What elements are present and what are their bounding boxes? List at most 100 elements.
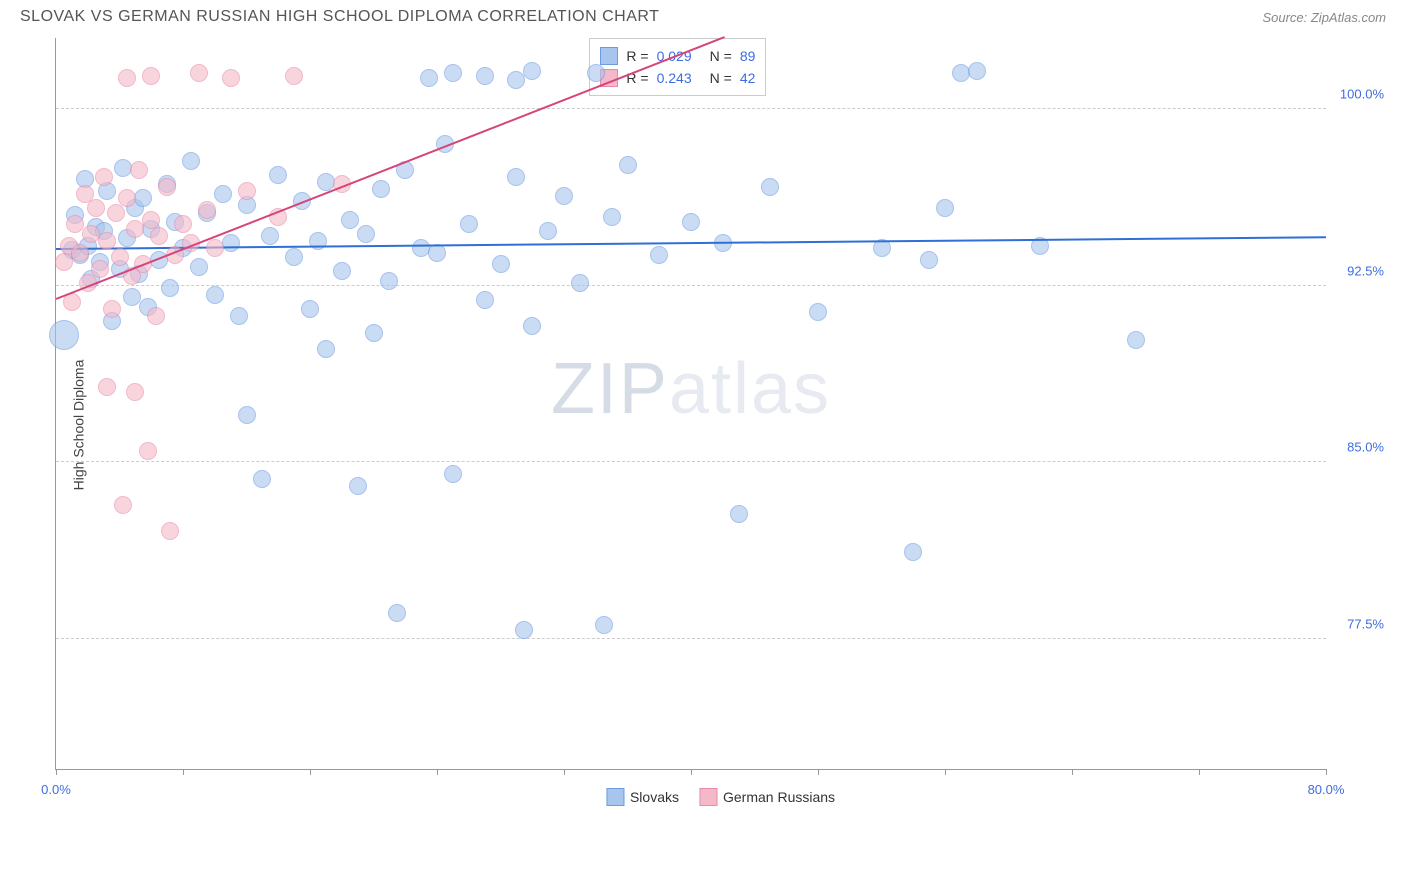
- y-tick-label: 100.0%: [1329, 86, 1384, 101]
- data-point: [388, 604, 406, 622]
- data-point: [91, 260, 109, 278]
- data-point: [222, 69, 240, 87]
- x-tick: [437, 769, 438, 775]
- data-point: [111, 248, 129, 266]
- data-point: [372, 180, 390, 198]
- data-point: [118, 189, 136, 207]
- legend-label-german-russians: German Russians: [723, 789, 835, 805]
- data-point: [492, 255, 510, 273]
- data-point: [476, 67, 494, 85]
- chart-container: High School Diploma ZIPatlas R = 0.029 N…: [55, 30, 1386, 820]
- data-point: [380, 272, 398, 290]
- data-point: [523, 317, 541, 335]
- data-point: [460, 215, 478, 233]
- gridline: [56, 638, 1326, 639]
- swatch-slovaks: [606, 788, 624, 806]
- data-point: [142, 211, 160, 229]
- data-point: [49, 320, 79, 350]
- data-point: [515, 621, 533, 639]
- data-point: [238, 406, 256, 424]
- data-point: [118, 69, 136, 87]
- data-point: [365, 324, 383, 342]
- data-point: [55, 253, 73, 271]
- x-tick: [945, 769, 946, 775]
- data-point: [341, 211, 359, 229]
- data-point: [150, 227, 168, 245]
- data-point: [158, 178, 176, 196]
- data-point: [650, 246, 668, 264]
- source-label: Source: ZipAtlas.com: [1262, 10, 1386, 25]
- data-point: [139, 442, 157, 460]
- data-point: [595, 616, 613, 634]
- data-point: [261, 227, 279, 245]
- data-point: [603, 208, 621, 226]
- swatch-slovaks: [600, 47, 618, 65]
- watermark-atlas: atlas: [669, 349, 831, 429]
- data-point: [98, 232, 116, 250]
- x-tick: [1199, 769, 1200, 775]
- y-tick-label: 85.0%: [1329, 440, 1384, 455]
- data-point: [571, 274, 589, 292]
- data-point: [285, 248, 303, 266]
- data-point: [238, 182, 256, 200]
- data-point: [730, 505, 748, 523]
- x-tick: [691, 769, 692, 775]
- x-tick: [56, 769, 57, 775]
- data-point: [920, 251, 938, 269]
- data-point: [253, 470, 271, 488]
- data-point: [71, 244, 89, 262]
- r-label: R =: [626, 48, 648, 64]
- swatch-german-russians: [699, 788, 717, 806]
- watermark: ZIPatlas: [551, 348, 831, 430]
- data-point: [126, 220, 144, 238]
- n-value-slovaks: 89: [740, 48, 756, 64]
- legend-item-slovaks: Slovaks: [606, 788, 679, 806]
- stats-row-german-russians: R = 0.243 N = 42: [600, 67, 755, 89]
- watermark-zip: ZIP: [551, 349, 669, 429]
- data-point: [357, 225, 375, 243]
- data-point: [587, 64, 605, 82]
- data-point: [190, 258, 208, 276]
- y-tick-label: 92.5%: [1329, 263, 1384, 278]
- data-point: [87, 199, 105, 217]
- legend-label-slovaks: Slovaks: [630, 789, 679, 805]
- data-point: [126, 383, 144, 401]
- data-point: [301, 300, 319, 318]
- data-point: [206, 239, 224, 257]
- data-point: [809, 303, 827, 321]
- data-point: [539, 222, 557, 240]
- data-point: [968, 62, 986, 80]
- y-tick-label: 77.5%: [1329, 617, 1384, 632]
- n-label: N =: [710, 70, 732, 86]
- x-tick-label: 0.0%: [41, 782, 71, 797]
- chart-title: SLOVAK VS GERMAN RUSSIAN HIGH SCHOOL DIP…: [20, 8, 659, 26]
- data-point: [904, 543, 922, 561]
- data-point: [476, 291, 494, 309]
- data-point: [682, 213, 700, 231]
- x-tick: [564, 769, 565, 775]
- data-point: [444, 64, 462, 82]
- data-point: [161, 522, 179, 540]
- data-point: [222, 234, 240, 252]
- data-point: [198, 201, 216, 219]
- data-point: [523, 62, 541, 80]
- x-tick: [183, 769, 184, 775]
- data-point: [95, 168, 113, 186]
- data-point: [619, 156, 637, 174]
- data-point: [761, 178, 779, 196]
- n-value-german-russians: 42: [740, 70, 756, 86]
- data-point: [147, 307, 165, 325]
- stats-legend-box: R = 0.029 N = 89 R = 0.243 N = 42: [589, 38, 766, 96]
- plot-area: ZIPatlas R = 0.029 N = 89 R = 0.243 N = …: [55, 38, 1326, 770]
- data-point: [230, 307, 248, 325]
- x-tick: [1072, 769, 1073, 775]
- x-tick: [1326, 769, 1327, 775]
- data-point: [130, 161, 148, 179]
- data-point: [936, 199, 954, 217]
- data-point: [317, 340, 335, 358]
- data-point: [507, 71, 525, 89]
- data-point: [269, 166, 287, 184]
- x-tick-label: 80.0%: [1308, 782, 1345, 797]
- data-point: [333, 262, 351, 280]
- data-point: [420, 69, 438, 87]
